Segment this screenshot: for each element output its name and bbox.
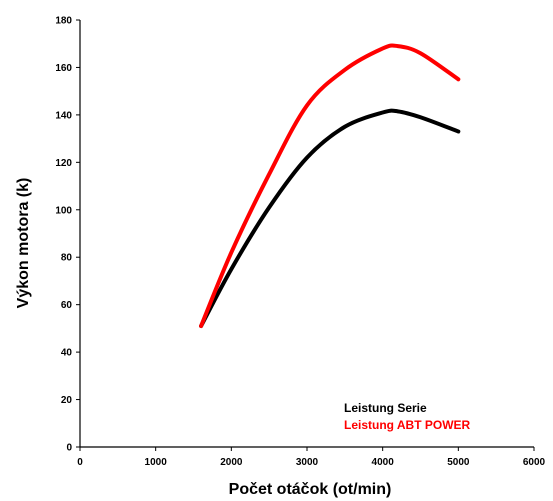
y-tick-label: 0	[66, 443, 72, 454]
legend-entry-series-2: Leistung ABT POWER	[344, 418, 471, 432]
x-tick-label: 3000	[296, 457, 319, 468]
x-tick-label: 6000	[523, 457, 546, 468]
x-tick-label: 1000	[145, 457, 168, 468]
y-tick-label: 180	[55, 16, 72, 27]
y-tick-label: 20	[61, 395, 73, 406]
x-axis-title: Počet otáčok (ot/min)	[229, 481, 392, 498]
y-tick-label: 80	[61, 253, 73, 264]
x-tick-label: 2000	[220, 457, 243, 468]
y-axis-title: Výkon motora (k)	[15, 178, 32, 309]
chart-axes	[79, 20, 534, 448]
series-line-1	[199, 108, 461, 329]
y-tick-label: 40	[61, 348, 73, 359]
x-tick-label: 0	[77, 457, 83, 468]
y-axis-ticks: 0 20 40 60 80 100 120 140 160 180	[55, 16, 80, 454]
x-axis-ticks: 0 1000 2000 3000 4000 5000 6000	[77, 447, 546, 468]
y-tick-label: 140	[55, 110, 72, 121]
y-tick-label: 60	[61, 300, 73, 311]
x-tick-label: 5000	[447, 457, 470, 468]
y-tick-label: 100	[55, 205, 72, 216]
y-tick-label: 120	[55, 158, 72, 169]
y-tick-label: 160	[55, 63, 72, 74]
x-tick-label: 4000	[372, 457, 395, 468]
series-line-2	[199, 43, 461, 329]
chart-legend: Leistung Serie Leistung ABT POWER	[344, 401, 471, 432]
series-layer	[199, 43, 461, 329]
legend-entry-series-1: Leistung Serie	[344, 401, 427, 415]
